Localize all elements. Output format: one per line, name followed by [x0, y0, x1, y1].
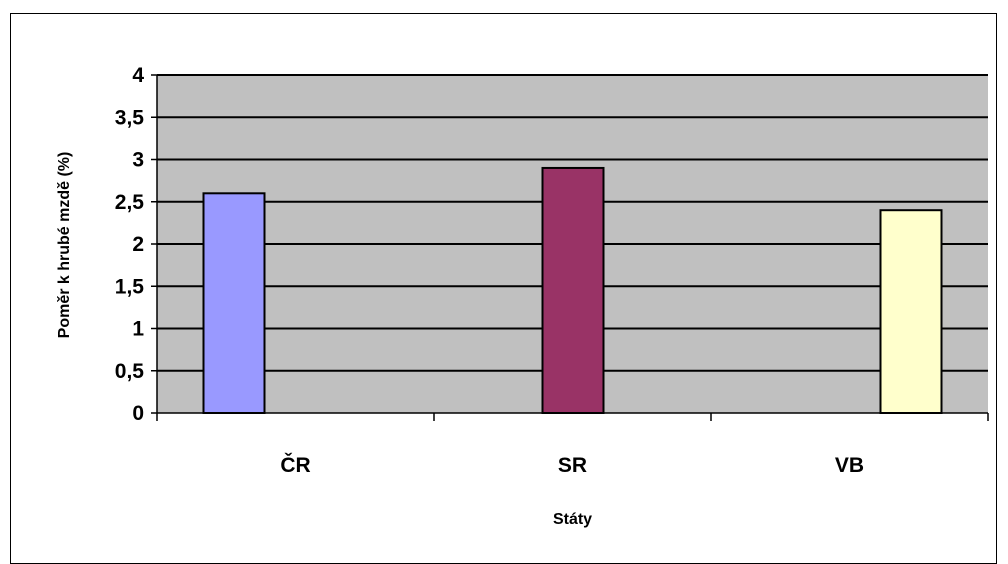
x-tick-label: SR	[558, 454, 587, 477]
y-axis-title: Poměr k hrubé mzdě (%)	[56, 152, 73, 339]
y-tick-label: 4	[132, 64, 144, 87]
y-tick-label: 3	[132, 149, 144, 172]
x-axis-title: Státy	[553, 511, 592, 528]
y-tick-label: 3,5	[115, 106, 145, 129]
bar-0	[202, 192, 266, 414]
bar-2	[879, 209, 943, 414]
bars	[202, 166, 943, 414]
x-tick-label: VB	[835, 454, 864, 477]
y-tick-label: 2	[132, 233, 144, 256]
y-tick-label: 2,5	[115, 191, 145, 214]
x-tick-label: ČR	[280, 453, 310, 477]
bar-1	[541, 166, 605, 414]
x-ticks: ČR SR VB	[156, 413, 989, 477]
y-tick-label: 0,5	[115, 360, 145, 383]
y-ticks: 0 0,5 1 1,5 2 2,5 3 3,5 4	[115, 64, 157, 425]
y-tick-label: 1	[132, 318, 144, 341]
y-tick-label: 0	[132, 402, 144, 425]
y-tick-label: 1,5	[115, 275, 145, 298]
